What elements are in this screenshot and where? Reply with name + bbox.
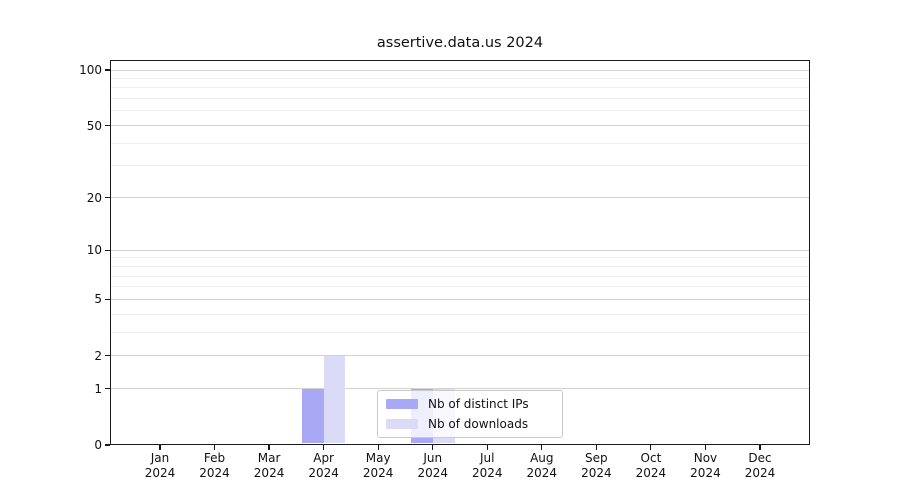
x-tick-label: Aug 2024 (526, 451, 558, 480)
minor-gridline (111, 275, 809, 277)
x-axis-tick (650, 445, 652, 450)
minor-gridline (111, 98, 809, 100)
y-tick-label: 0 (94, 438, 102, 452)
y-axis-tick (105, 197, 110, 199)
y-tick-label: 20 (86, 190, 102, 205)
y-axis-tick (105, 388, 110, 390)
x-tick-label: Jul 2024 (471, 451, 503, 480)
major-gridline (111, 69, 809, 71)
major-gridline (111, 298, 809, 300)
x-tick-label: Dec 2024 (744, 451, 776, 480)
x-tick-label: Feb 2024 (199, 451, 230, 480)
minor-gridline (111, 265, 809, 267)
minor-gridline (111, 77, 809, 79)
bar-nb-of-distinct-ips-apr (301, 388, 324, 444)
legend-swatch (386, 399, 418, 409)
y-tick-label: 100 (79, 63, 102, 77)
minor-gridline (111, 286, 809, 288)
x-axis-tick (323, 445, 325, 450)
x-axis-tick (595, 445, 597, 450)
x-axis-tick (541, 445, 543, 450)
x-axis-tick (268, 445, 270, 450)
legend-swatch (386, 419, 418, 429)
x-axis-tick (159, 445, 161, 450)
major-gridline (111, 388, 809, 390)
legend-item-nb-of-distinct-ips: Nb of distinct IPs (386, 396, 554, 413)
major-gridline (111, 125, 809, 127)
minor-gridline (111, 142, 809, 144)
y-tick-label: 2 (94, 348, 102, 363)
legend-item-nb-of-downloads: Nb of downloads (386, 416, 554, 433)
y-tick-label: 5 (94, 292, 102, 307)
x-axis-tick (213, 445, 216, 450)
y-axis-tick (105, 69, 110, 71)
x-axis-tick (377, 445, 379, 450)
chart-title: assertive.data.us 2024 (376, 35, 544, 51)
major-gridline (111, 249, 809, 251)
bar-nb-of-downloads-apr (323, 355, 346, 444)
legend-label: Nb of distinct IPs (428, 397, 529, 411)
major-gridline (111, 197, 809, 199)
x-tick-label: May 2024 (362, 451, 394, 480)
x-axis-tick (486, 445, 488, 450)
y-tick-label: 10 (86, 243, 102, 258)
y-axis-tick (105, 444, 110, 446)
x-tick-label: Sep 2024 (581, 451, 612, 480)
major-gridline (111, 355, 809, 357)
y-tick-label: 1 (94, 381, 102, 396)
minor-gridline (111, 165, 809, 167)
x-axis-tick (704, 445, 707, 450)
minor-gridline (111, 110, 809, 112)
x-tick-label: Oct 2024 (635, 451, 667, 480)
x-tick-label: Nov 2024 (690, 451, 721, 480)
y-tick-label: 50 (86, 118, 102, 133)
x-tick-label: Apr 2024 (308, 451, 339, 480)
x-tick-label: Jun 2024 (417, 451, 448, 480)
minor-gridline (111, 331, 809, 333)
x-tick-label: Jan 2024 (144, 451, 176, 480)
legend-label: Nb of downloads (428, 417, 529, 431)
minor-gridline (111, 313, 809, 315)
y-axis-tick (105, 355, 110, 357)
x-axis-tick (759, 445, 761, 450)
y-axis-tick (105, 124, 110, 127)
y-axis-tick (105, 298, 110, 300)
minor-gridline (111, 87, 809, 89)
minor-gridline (111, 257, 809, 259)
x-tick-label: Mar 2024 (253, 451, 285, 480)
legend: Nb of distinct IPs Nb of downloads (377, 390, 563, 438)
y-axis-tick (105, 249, 110, 251)
x-axis-tick (432, 445, 434, 450)
